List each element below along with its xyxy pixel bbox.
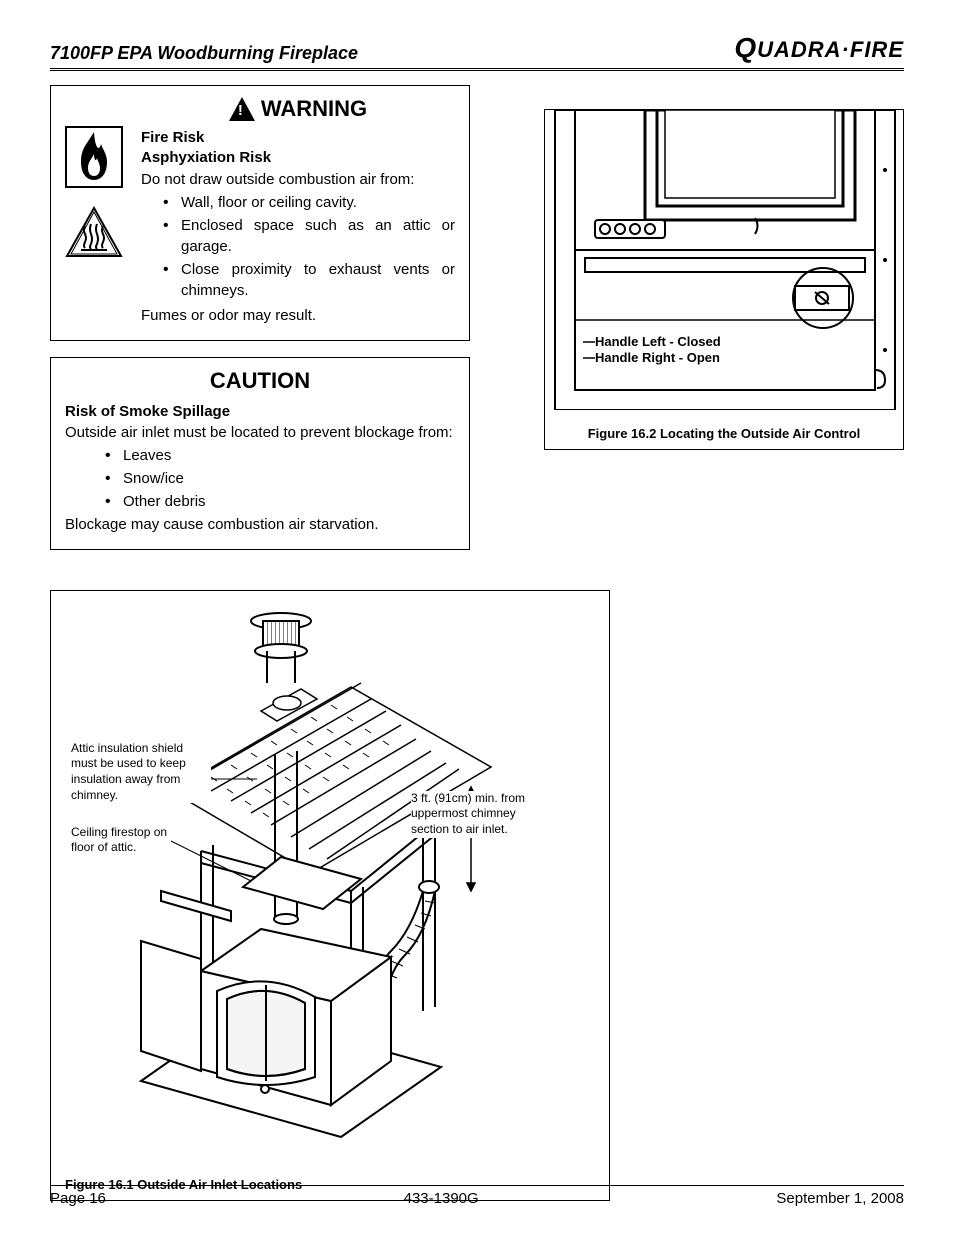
page-footer: Page 16 433-1390G September 1, 2008 xyxy=(50,1185,904,1207)
left-column: WARNING Fire Risk Asphyxiation Risk Do n… xyxy=(50,85,470,566)
caution-box: CAUTION Risk of Smoke Spillage Outside a… xyxy=(50,357,470,550)
figure-16-1: Attic insulation shield must be used to … xyxy=(50,590,610,1201)
warning-bullet: Wall, floor or ceiling cavity. xyxy=(163,192,455,213)
min-distance-callout: 3 ft. (91cm) min. from uppermost chimney… xyxy=(411,791,551,838)
warning-tail: Fumes or odor may result. xyxy=(141,305,455,326)
document-title: 7100FP EPA Woodburning Fireplace xyxy=(50,43,358,64)
caution-bullet: Snow/ice xyxy=(105,468,455,489)
warning-heading-text: WARNING xyxy=(261,96,367,122)
warning-triangle-icon xyxy=(229,97,255,121)
figure-16-2-caption: Figure 16.2 Locating the Outside Air Con… xyxy=(545,420,903,441)
warning-heading: WARNING xyxy=(141,96,455,122)
warning-box: WARNING Fire Risk Asphyxiation Risk Do n… xyxy=(50,85,470,341)
smoke-spillage-label: Risk of Smoke Spillage xyxy=(65,402,455,422)
flame-icon xyxy=(65,126,123,188)
warning-bullet: Close proximity to exhaust vents or chim… xyxy=(163,259,455,301)
handle-open-label: Handle Right - Open xyxy=(595,350,720,367)
warning-lead: Do not draw outside combustion air from: xyxy=(141,169,455,190)
attic-shield-callout: Attic insulation shield must be used to … xyxy=(71,741,211,803)
document-number: 433-1390G xyxy=(404,1190,479,1207)
document-date: September 1, 2008 xyxy=(776,1190,904,1207)
caution-tail: Blockage may cause combustion air starva… xyxy=(65,514,455,535)
content-area: WARNING Fire Risk Asphyxiation Risk Do n… xyxy=(50,85,904,566)
brand-logo: QUADRA·FIRE xyxy=(734,32,904,64)
air-inlet-diagram xyxy=(51,591,611,1161)
figure-16-2: Handle Left - Closed Handle Right - Open… xyxy=(544,109,904,450)
asphyxiation-risk-label: Asphyxiation Risk xyxy=(141,148,455,168)
warning-icons-column xyxy=(65,96,127,326)
warning-bullet: Enclosed space such as an attic or garag… xyxy=(163,215,455,257)
page-header: 7100FP EPA Woodburning Fireplace QUADRA·… xyxy=(50,32,904,71)
page-number: Page 16 xyxy=(50,1190,106,1207)
caution-bullet: Other debris xyxy=(105,491,455,512)
handle-closed-label: Handle Left - Closed xyxy=(595,334,721,351)
caution-lead: Outside air inlet must be located to pre… xyxy=(65,422,455,443)
fire-risk-label: Fire Risk xyxy=(141,128,455,148)
heat-warning-icon xyxy=(65,206,123,260)
caution-bullets: Leaves Snow/ice Other debris xyxy=(65,445,455,512)
figure-16-2-canvas: Handle Left - Closed Handle Right - Open xyxy=(545,110,903,420)
caution-bullet: Leaves xyxy=(105,445,455,466)
ceiling-firestop-callout: Ceiling firestop on floor of attic. xyxy=(71,825,171,856)
right-column: Handle Left - Closed Handle Right - Open… xyxy=(544,85,904,450)
caution-heading: CAUTION xyxy=(65,368,455,394)
warning-body: WARNING Fire Risk Asphyxiation Risk Do n… xyxy=(127,96,455,326)
warning-bullets: Wall, floor or ceiling cavity. Enclosed … xyxy=(141,192,455,301)
figure-16-1-canvas: Attic insulation shield must be used to … xyxy=(51,591,609,1171)
